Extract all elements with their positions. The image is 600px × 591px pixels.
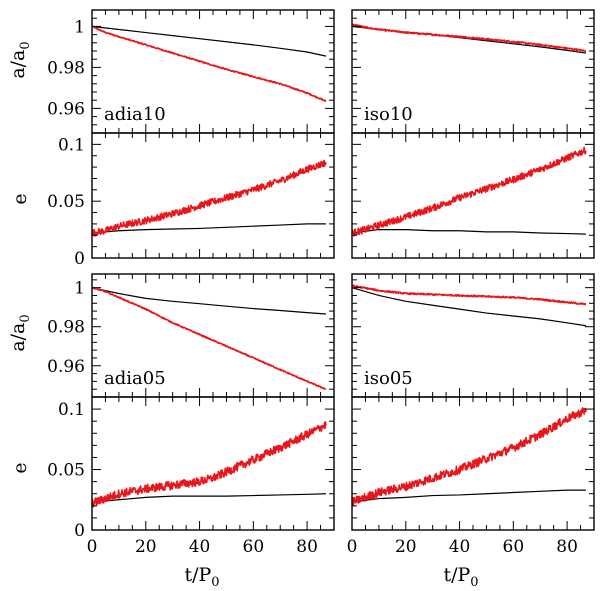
panel-adia10-a: 0.96 0.98 1 adia10 <box>47 9 335 134</box>
panel-label-iso10-a: iso10 <box>364 104 413 125</box>
panel-iso10-a: iso10 <box>351 9 595 134</box>
panel-adia10-e: 0 0.05 0.1 <box>47 132 335 269</box>
ytick-label-adia10-a: 1 <box>74 17 85 37</box>
ytick-label-adia05-e: 0.05 <box>47 461 85 481</box>
series-adia05-a-red <box>91 286 327 390</box>
series-adia10-e-black <box>91 223 326 234</box>
xtick-label-iso05-e: 80 <box>556 537 578 557</box>
xtick-label-adia05-e: 80 <box>296 537 318 557</box>
panel-adia05-e: 0 0.05 0.1 0 20 40 60 80 <box>47 396 335 557</box>
ytick-label-adia05-e: 0.1 <box>58 400 85 420</box>
xtick-label-iso05-e: 40 <box>449 537 471 557</box>
xtick-label-adia05-e: 60 <box>243 537 265 557</box>
xtick-label-adia05-e: 20 <box>135 537 157 557</box>
series-adia10-a-black <box>91 25 327 57</box>
series-adia10-e-red <box>91 159 327 237</box>
xtick-label-adia05-e: 0 <box>87 537 98 557</box>
panel-iso10-e <box>351 132 595 259</box>
panel-iso05-a: iso05 <box>351 273 595 398</box>
series-iso10-e-red <box>351 146 587 237</box>
ytick-label-adia10-e: 0.1 <box>58 135 85 155</box>
panel-adia05-a: 0.96 0.98 1 adia05 <box>47 273 335 398</box>
frame-iso10-e <box>351 132 595 259</box>
ytick-label-adia05-a: 0.96 <box>47 357 85 377</box>
frame-adia10-e <box>91 132 335 259</box>
series-iso10-a-red <box>351 23 587 53</box>
xtick-label-iso05-e: 0 <box>347 537 358 557</box>
ylabel-a-bottom: a/a0 <box>7 314 33 351</box>
panel-label-adia05-a: adia05 <box>104 368 166 389</box>
xlabel-left: t/P0 <box>184 564 219 590</box>
ytick-label-adia10-e: 0.05 <box>47 192 85 212</box>
ytick-label-adia05-e: 0 <box>74 521 85 541</box>
series-iso05-a-black <box>351 287 587 327</box>
series-iso05-e-red <box>351 407 587 507</box>
xtick-label-iso05-e: 60 <box>503 537 525 557</box>
series-iso05-a-red <box>351 284 587 306</box>
ytick-label-adia10-a: 0.98 <box>47 58 85 78</box>
panels-group: 0.96 0.98 1 adia10 iso10 0 0.05 0.1 0.96 0.98 1 adi… <box>47 9 595 557</box>
xlabel-right: t/P0 <box>443 564 478 590</box>
ytick-label-adia05-a: 1 <box>74 279 85 299</box>
series-adia10-a-red <box>91 25 327 103</box>
series-adia05-a-black <box>91 287 326 315</box>
series-adia05-e-red <box>91 421 327 508</box>
panel-label-adia10-a: adia10 <box>104 104 166 125</box>
series-iso05-e-black <box>351 489 586 503</box>
series-adia05-e-black <box>91 493 326 503</box>
frame-adia05-e <box>91 396 335 531</box>
ylabel-a-top: a/a0 <box>7 41 33 78</box>
ylabel-e-bottom: e <box>9 462 31 473</box>
ytick-label-adia10-e: 0 <box>74 249 85 269</box>
panel-iso05-e: 0 20 40 60 80 <box>347 396 595 557</box>
ytick-label-adia05-a: 0.98 <box>47 318 85 338</box>
ylabel-e-top: e <box>9 193 31 204</box>
ytick-label-adia10-a: 0.96 <box>47 99 85 119</box>
xtick-label-iso05-e: 20 <box>395 537 417 557</box>
xtick-label-adia05-e: 40 <box>189 537 211 557</box>
panel-label-iso05-a: iso05 <box>364 368 413 389</box>
series-iso10-e-black <box>351 228 586 235</box>
